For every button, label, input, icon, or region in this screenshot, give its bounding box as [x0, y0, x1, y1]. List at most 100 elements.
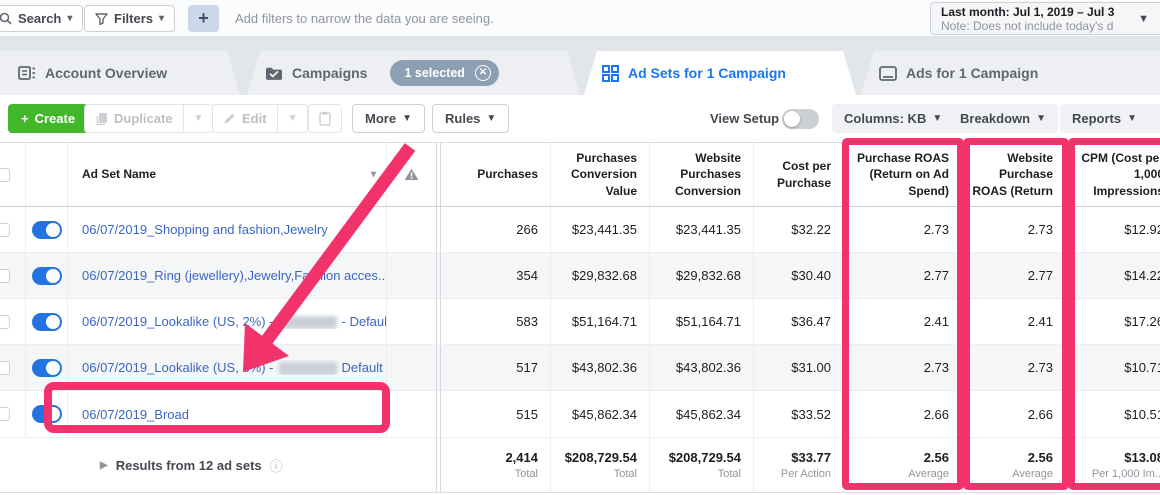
more-button[interactable]: More ▼	[352, 104, 425, 133]
ad-set-name-link[interactable]: 06/07/2019_Shopping and fashion,Jewelry	[82, 222, 328, 237]
chevron-down-icon: ▾	[159, 13, 165, 24]
view-setup-toggle[interactable]	[782, 109, 819, 129]
tab-ads[interactable]: Ads for 1 Campaign	[861, 51, 1160, 95]
delivery-warning-cell	[387, 345, 437, 390]
warning-triangle-icon	[404, 168, 419, 181]
tab-account-overview[interactable]: Account Overview	[0, 51, 240, 95]
reports-button[interactable]: Reports ▼	[1060, 104, 1160, 133]
add-filter-button[interactable]: +	[188, 5, 219, 32]
summary-value: 2.56	[1027, 450, 1053, 465]
summary-cpm: $13.08 Per 1,000 Im...	[1066, 438, 1160, 492]
ad-set-name-cell: 06/07/2019_Broad	[68, 391, 387, 437]
expand-chevron-icon[interactable]: ▶	[100, 459, 108, 471]
column-header-website-purchase-roas[interactable]: Website Purchase ROAS (Return	[962, 143, 1066, 206]
summary-purchases: 2,414 Total	[441, 438, 551, 492]
tab-ad-sets[interactable]: Ad Sets for 1 Campaign	[584, 51, 856, 95]
chevron-down-icon: ▼	[932, 113, 943, 124]
column-separator	[437, 253, 441, 298]
clipboard-button[interactable]	[309, 105, 341, 132]
chevron-down-icon: ▾	[67, 13, 73, 24]
edit-dropdown[interactable]: ▼	[276, 105, 308, 132]
purchases-conversion-value: $51,164.71	[551, 299, 650, 344]
ad-set-active-toggle[interactable]	[31, 220, 62, 239]
chevron-down-icon: ▼	[1138, 13, 1149, 25]
filter-placeholder-text: Add filters to narrow the data you are s…	[235, 11, 494, 26]
column-header-purchases[interactable]: Purchases	[441, 143, 551, 206]
purchases-conversion-value: $23,441.35	[551, 207, 650, 252]
ad-set-name-link[interactable]: 06/07/2019_Broad	[82, 406, 189, 422]
duplicate-button[interactable]: Duplicate	[85, 105, 183, 132]
purchase-roas-value: 2.73	[844, 345, 962, 390]
clear-selection-icon[interactable]: ✕	[475, 65, 491, 81]
column-header-cpm[interactable]: CPM (Cost per 1,000 Impressions	[1081, 151, 1160, 198]
search-icon	[0, 12, 12, 25]
row-checkbox[interactable]	[0, 314, 10, 329]
row-checkbox-cell[interactable]	[0, 299, 26, 344]
header-checkbox-cell[interactable]	[0, 143, 26, 206]
column-header-website-purchases-conversion[interactable]: Website Purchases Conversion	[650, 143, 754, 206]
ad-set-active-toggle[interactable]	[31, 405, 62, 423]
ad-set-name-link[interactable]: 06/07/2019_Lookalike (US, 8%) - Default .…	[82, 360, 386, 376]
pencil-icon	[223, 112, 236, 125]
website-purchase-roas-value: 2.41	[962, 299, 1066, 344]
view-setup-label: View Setup	[710, 111, 780, 126]
row-checkbox[interactable]	[0, 222, 10, 237]
website-purchase-roas-value: 2.77	[962, 253, 1066, 298]
edit-button[interactable]: Edit	[213, 105, 277, 132]
columns-button[interactable]: Columns: KB ▼	[832, 104, 955, 133]
ad-set-name-link[interactable]: 06/07/2019_Ring (jewellery),Jewelry,Fash…	[82, 268, 386, 283]
cost-per-purchase-value: $30.40	[754, 253, 844, 298]
create-button[interactable]: + Create	[8, 104, 89, 133]
ad-sets-grid-icon	[602, 65, 619, 82]
edit-button-group: Edit ▼	[212, 104, 309, 133]
row-checkbox[interactable]	[0, 407, 10, 421]
column-header-cost-per-purchase[interactable]: Cost per Purchase	[754, 143, 844, 206]
summary-spacer	[26, 438, 68, 492]
row-checkbox-cell[interactable]	[0, 345, 26, 390]
column-header-ad-set-name[interactable]: Ad Set Name ▾	[68, 143, 387, 206]
ad-set-active-toggle[interactable]	[31, 358, 62, 377]
edit-label: Edit	[242, 111, 267, 126]
selected-count-pill[interactable]: 1 selected ✕	[390, 60, 498, 86]
row-checkbox-cell[interactable]	[0, 391, 26, 437]
ad-set-active-toggle[interactable]	[31, 266, 62, 285]
cpm-value: $10.71	[1124, 360, 1160, 375]
summary-label-cell: ▶ Results from 12 ad sets ⓘ	[68, 438, 387, 492]
search-button[interactable]: Search ▾	[0, 5, 84, 32]
rules-button[interactable]: Rules ▼	[432, 104, 510, 133]
row-checkbox[interactable]	[0, 268, 10, 283]
purchases-conversion-value: $45,862.34	[551, 391, 650, 437]
breakdown-button[interactable]: Breakdown ▼	[948, 104, 1058, 133]
ad-set-active-toggle[interactable]	[31, 312, 62, 331]
filters-button[interactable]: Filters ▾	[84, 5, 176, 32]
tab-label: Campaigns	[292, 65, 368, 81]
tab-strip: Account Overview Campaigns 1 selected ✕ …	[0, 37, 1160, 95]
tab-campaigns[interactable]: Campaigns 1 selected ✕	[247, 51, 580, 95]
column-header-purchase-roas[interactable]: Purchase ROAS (Return on Ad Spend)	[844, 143, 962, 206]
website-purchases-conversion-value: $43,802.36	[650, 345, 754, 390]
row-checkbox[interactable]	[0, 360, 10, 375]
row-toggle-cell	[26, 345, 68, 390]
info-icon[interactable]: ⓘ	[269, 458, 283, 474]
delivery-warning-cell	[387, 299, 437, 344]
cpm-value: $12.92	[1124, 222, 1160, 237]
ads-icon	[879, 65, 897, 81]
purchases-value: 266	[441, 207, 551, 252]
row-checkbox-cell[interactable]	[0, 253, 26, 298]
redacted-text	[278, 362, 337, 376]
column-header-purchases-conversion-value[interactable]: Purchases Conversion Value	[551, 143, 650, 206]
row-checkbox-cell[interactable]	[0, 207, 26, 252]
purchase-roas-value: 2.73	[844, 207, 962, 252]
summary-sublabel: Total	[514, 468, 538, 480]
select-all-checkbox[interactable]	[0, 167, 10, 182]
chevron-down-icon: ▼	[1036, 113, 1046, 124]
ad-set-name-suffix: - Default ...	[341, 313, 386, 329]
summary-website-purchases-conversion: $208,729.54 Total	[650, 438, 754, 492]
website-purchases-conversion-value: $29,832.68	[650, 253, 754, 298]
sort-chevron-icon[interactable]: ▾	[370, 168, 376, 180]
date-range-button[interactable]: Last month: Jul 1, 2019 – Jul 3 Note: Do…	[930, 2, 1160, 35]
duplicate-dropdown[interactable]: ▼	[182, 105, 214, 132]
header-toggle-cell	[26, 143, 68, 206]
ad-set-name-link[interactable]: 06/07/2019_Lookalike (US, 2%) - - Default…	[82, 313, 386, 330]
row-toggle-cell	[26, 207, 68, 252]
